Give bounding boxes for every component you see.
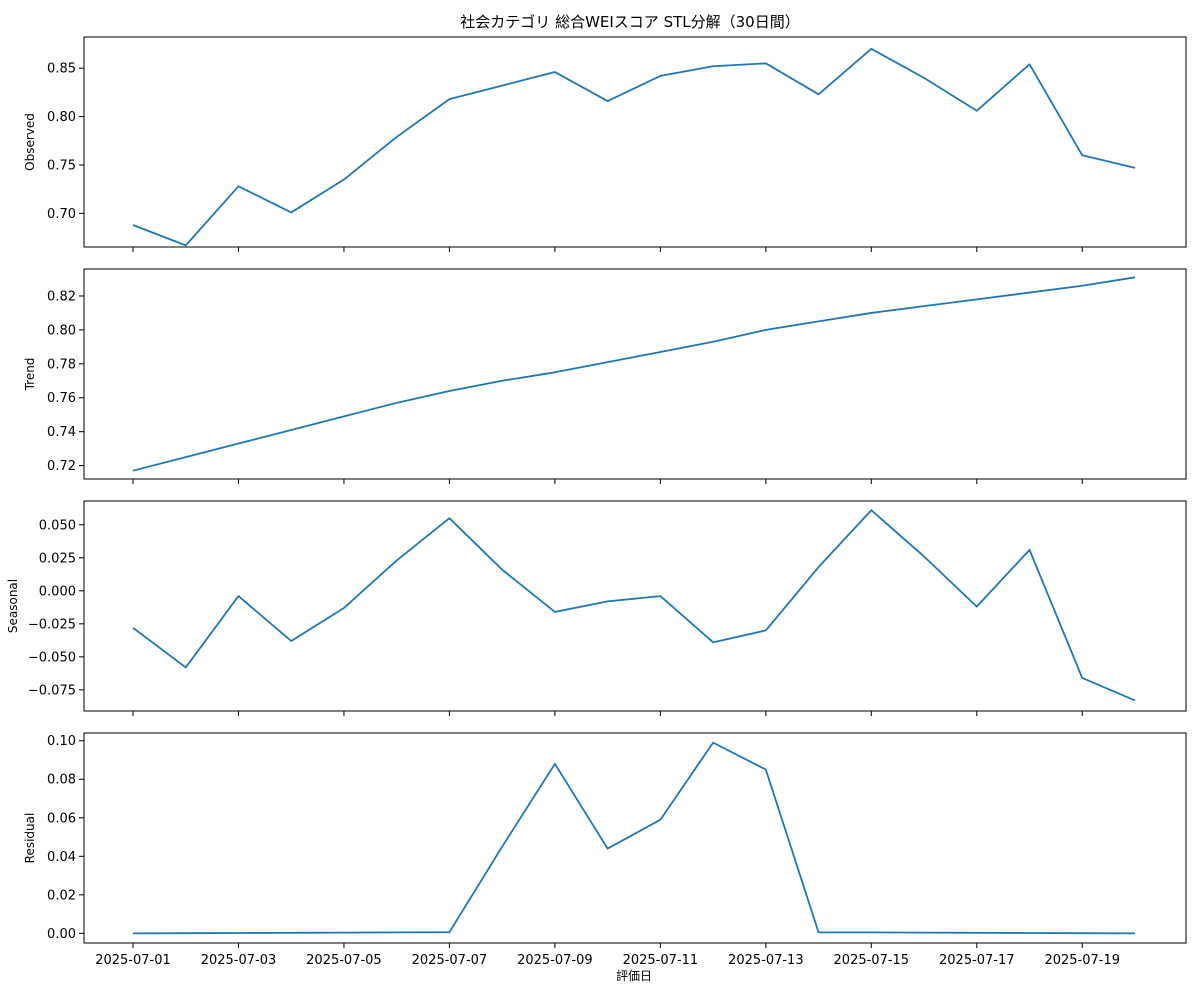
observed-axes-frame xyxy=(83,36,1187,248)
x-axis-label: 評価日 xyxy=(616,968,652,983)
seasonal-series-line xyxy=(132,509,1136,702)
x-tick-label: 2025-07-11 xyxy=(623,953,699,968)
x-tick-label: 2025-07-13 xyxy=(728,953,804,968)
x-tick-label: 2025-07-17 xyxy=(939,953,1015,968)
observed-y-tick-label: 0.85 xyxy=(47,62,76,77)
panels: 0.70 0.75 0.80 0.85 Observed 0.72 0.74 0.76 0.78… xyxy=(6,36,1187,968)
seasonal-y-tick-label: −0.025 xyxy=(28,617,76,632)
residual-y-axis-label: Residual xyxy=(23,813,37,864)
x-tick-label: 2025-07-05 xyxy=(306,953,382,968)
trend-y-tick-label: 0.78 xyxy=(47,357,76,372)
seasonal-axes-frame xyxy=(83,500,1187,712)
trend-y-tick-label: 0.82 xyxy=(47,289,76,304)
residual-y-tick-label: 0.08 xyxy=(47,773,76,788)
seasonal-y-axis-label: Seasonal xyxy=(6,579,20,633)
seasonal-panel: −0.075 −0.050 −0.025 0.000 0.025 0.050 Seasona… xyxy=(6,500,1187,716)
residual-y-tick-label: 0.00 xyxy=(47,927,76,942)
residual-y-tick-label: 0.02 xyxy=(47,888,76,903)
observed-panel: 0.70 0.75 0.80 0.85 Observed xyxy=(23,36,1187,252)
trend-y-axis-label: Trend xyxy=(23,358,37,392)
observed-y-tick-label: 0.75 xyxy=(47,158,76,173)
observed-y-tick-label: 0.70 xyxy=(47,207,76,222)
trend-y-tick-label: 0.76 xyxy=(47,391,76,406)
residual-series-line xyxy=(132,741,1136,935)
residual-y-tick-label: 0.06 xyxy=(47,811,76,826)
residual-axes-frame xyxy=(83,732,1187,944)
observed-y-axis-label: Observed xyxy=(23,113,37,171)
trend-y-tick-label: 0.80 xyxy=(47,323,76,338)
seasonal-y-tick-label: −0.050 xyxy=(28,650,76,665)
observed-y-tick-label: 0.80 xyxy=(47,110,76,125)
x-tick-label: 2025-07-19 xyxy=(1044,953,1120,968)
seasonal-y-tick-label: −0.075 xyxy=(28,683,76,698)
residual-panel: 0.00 0.02 0.04 0.06 0.08 0.10 Residual 2025-07-… xyxy=(23,732,1187,968)
seasonal-y-tick-label: 0.000 xyxy=(39,584,76,599)
trend-y-tick-label: 0.74 xyxy=(47,425,76,440)
observed-series-line xyxy=(132,47,1136,247)
x-tick-label: 2025-07-15 xyxy=(834,953,910,968)
residual-y-tick-label: 0.04 xyxy=(47,850,76,865)
x-tick-label: 2025-07-01 xyxy=(95,953,171,968)
x-tick-label: 2025-07-03 xyxy=(201,953,277,968)
residual-y-tick-label: 0.10 xyxy=(47,734,76,749)
seasonal-y-tick-label: 0.050 xyxy=(39,518,76,533)
trend-panel: 0.72 0.74 0.76 0.78 0.80 0.82 Trend xyxy=(23,268,1187,484)
seasonal-y-tick-label: 0.025 xyxy=(39,551,76,566)
chart-title: 社会カテゴリ 総合WEIスコア STL分解（30日間） xyxy=(460,13,799,31)
x-tick-label: 2025-07-09 xyxy=(517,953,593,968)
x-tick-label: 2025-07-07 xyxy=(412,953,488,968)
trend-series-line xyxy=(132,276,1136,472)
trend-axes-frame xyxy=(83,268,1187,480)
trend-y-tick-label: 0.72 xyxy=(47,459,76,474)
